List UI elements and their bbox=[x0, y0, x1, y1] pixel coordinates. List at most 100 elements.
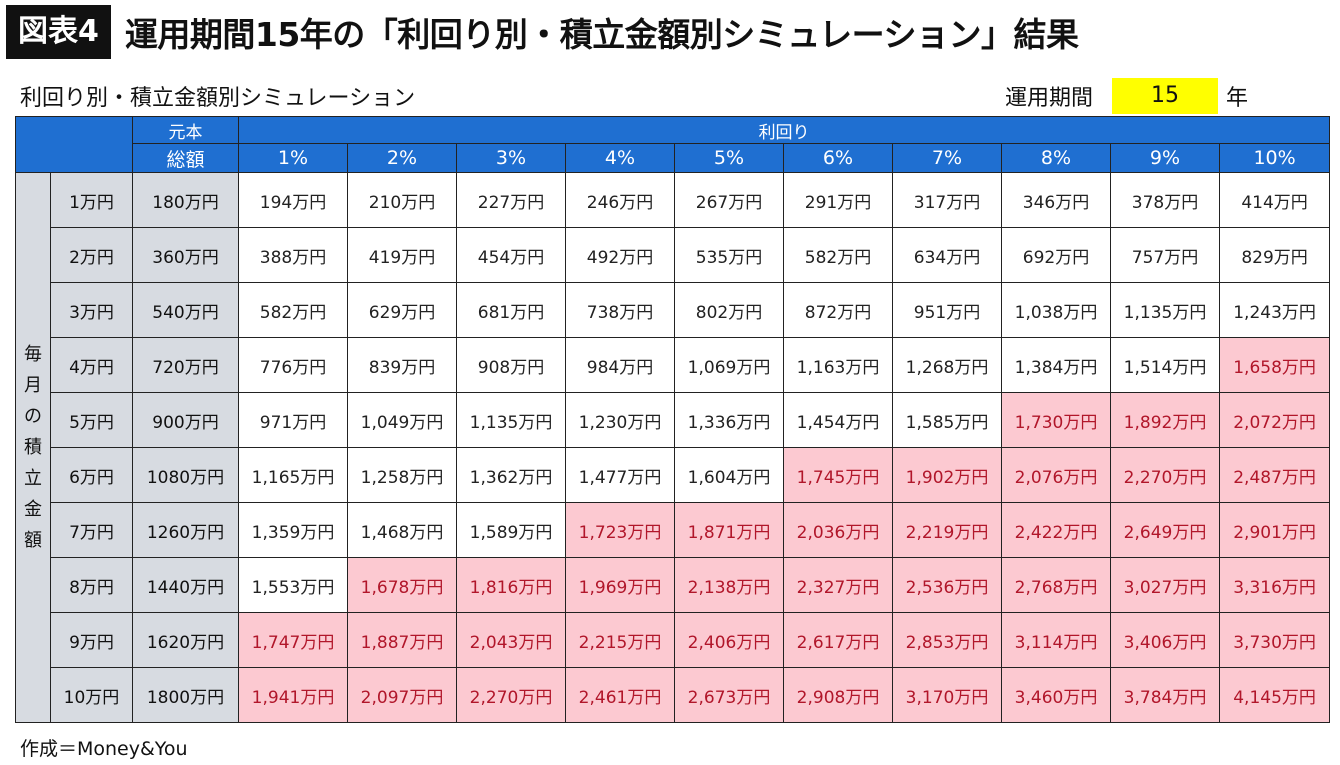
result-value-cell: 1,165万円 bbox=[238, 447, 348, 503]
monthly-amount-cell: 1万円 bbox=[50, 172, 133, 228]
result-value-cell: 1,268万円 bbox=[892, 337, 1002, 393]
monthly-amount-cell: 2万円 bbox=[50, 227, 133, 283]
table-row: 7万円 1260万円 1,359万円 1,468万円 1,589万円 1,723万円 1,8… bbox=[16, 502, 1331, 558]
principal-total-cell: 900万円 bbox=[132, 392, 239, 448]
result-value-cell: 1,553万円 bbox=[238, 557, 348, 613]
result-value-cell: 2,270万円 bbox=[456, 667, 566, 723]
monthly-amount-cell: 5万円 bbox=[50, 392, 133, 448]
result-value-cell: 1,243万円 bbox=[1218, 282, 1331, 338]
result-value-cell: 2,487万円 bbox=[1218, 447, 1331, 503]
result-value-cell: 1,723万円 bbox=[565, 502, 675, 558]
principal-total-cell: 1080万円 bbox=[132, 447, 239, 503]
result-value-cell: 1,069万円 bbox=[674, 337, 784, 393]
result-value-cell: 291万円 bbox=[783, 172, 893, 228]
result-value-cell: 346万円 bbox=[1001, 172, 1111, 228]
result-value-cell: 2,768万円 bbox=[1001, 557, 1111, 613]
result-value-cell: 3,027万円 bbox=[1110, 557, 1220, 613]
principal-total-cell: 180万円 bbox=[132, 172, 239, 228]
table-row: 8万円 1440万円 1,553万円 1,678万円 1,816万円 1,969万円 2,1… bbox=[16, 557, 1331, 613]
table-row: 10万円 1800万円 1,941万円 2,097万円 2,270万円 2,461万円 2,… bbox=[16, 667, 1331, 723]
result-value-cell: 1,730万円 bbox=[1001, 392, 1111, 448]
monthly-amount-cell: 9万円 bbox=[50, 612, 133, 668]
result-value-cell: 2,461万円 bbox=[565, 667, 675, 723]
monthly-amount-cell: 4万円 bbox=[50, 337, 133, 393]
rate-header: 6% bbox=[783, 143, 893, 173]
result-value-cell: 2,853万円 bbox=[892, 612, 1002, 668]
result-value-cell: 2,270万円 bbox=[1110, 447, 1220, 503]
result-value-cell: 2,617万円 bbox=[783, 612, 893, 668]
result-value-cell: 2,097万円 bbox=[347, 667, 457, 723]
period-label: 運用期間 bbox=[1005, 86, 1094, 111]
result-value-cell: 738万円 bbox=[565, 282, 675, 338]
result-value-cell: 1,362万円 bbox=[456, 447, 566, 503]
result-value-cell: 1,468万円 bbox=[347, 502, 457, 558]
result-value-cell: 2,327万円 bbox=[783, 557, 893, 613]
result-value-cell: 1,135万円 bbox=[456, 392, 566, 448]
result-value-cell: 414万円 bbox=[1218, 172, 1331, 228]
result-value-cell: 829万円 bbox=[1218, 227, 1331, 283]
result-value-cell: 971万円 bbox=[238, 392, 348, 448]
result-value-cell: 3,170万円 bbox=[892, 667, 1002, 723]
result-value-cell: 1,477万円 bbox=[565, 447, 675, 503]
result-value-cell: 2,673万円 bbox=[674, 667, 784, 723]
result-value-cell: 3,316万円 bbox=[1218, 557, 1331, 613]
result-value-cell: 227万円 bbox=[456, 172, 566, 228]
result-value-cell: 629万円 bbox=[347, 282, 457, 338]
principal-header-line2: 総額 bbox=[132, 143, 239, 173]
result-value-cell: 194万円 bbox=[238, 172, 348, 228]
result-value-cell: 1,585万円 bbox=[892, 392, 1002, 448]
result-value-cell: 582万円 bbox=[783, 227, 893, 283]
rate-header: 7% bbox=[892, 143, 1002, 173]
result-value-cell: 2,649万円 bbox=[1110, 502, 1220, 558]
result-value-cell: 908万円 bbox=[456, 337, 566, 393]
rate-group-header: 利回り bbox=[237, 116, 1331, 144]
result-value-cell: 2,215万円 bbox=[565, 612, 675, 668]
monthly-amount-cell: 3万円 bbox=[50, 282, 133, 338]
principal-total-cell: 1800万円 bbox=[132, 667, 239, 723]
result-value-cell: 3,730万円 bbox=[1218, 612, 1331, 668]
table-row: 毎月の積立金額 1万円 180万円 194万円 210万円 227万円 246万円 267万円… bbox=[15, 172, 1331, 723]
result-value-cell: 1,230万円 bbox=[565, 392, 675, 448]
monthly-amount-cell: 6万円 bbox=[50, 447, 133, 503]
result-value-cell: 872万円 bbox=[783, 282, 893, 338]
result-value-cell: 419万円 bbox=[347, 227, 457, 283]
result-value-cell: 984万円 bbox=[565, 337, 675, 393]
result-value-cell: 535万円 bbox=[674, 227, 784, 283]
period-value-field: 15 bbox=[1112, 78, 1218, 114]
result-value-cell: 2,908万円 bbox=[783, 667, 893, 723]
result-value-cell: 1,454万円 bbox=[783, 392, 893, 448]
table-row: 2万円 360万円 388万円 419万円 454万円 492万円 535万円 582万円 63… bbox=[16, 227, 1331, 283]
result-value-cell: 2,072万円 bbox=[1218, 392, 1331, 448]
rate-header: 3% bbox=[456, 143, 566, 173]
rate-header: 10% bbox=[1218, 143, 1331, 173]
rate-header: 2% bbox=[347, 143, 457, 173]
result-value-cell: 2,422万円 bbox=[1001, 502, 1111, 558]
principal-total-cell: 540万円 bbox=[132, 282, 239, 338]
principal-total-cell: 360万円 bbox=[132, 227, 239, 283]
result-value-cell: 634万円 bbox=[892, 227, 1002, 283]
result-value-cell: 839万円 bbox=[347, 337, 457, 393]
result-value-cell: 951万円 bbox=[892, 282, 1002, 338]
monthly-amount-cell: 10万円 bbox=[50, 667, 133, 723]
result-value-cell: 692万円 bbox=[1001, 227, 1111, 283]
result-value-cell: 1,887万円 bbox=[347, 612, 457, 668]
result-value-cell: 267万円 bbox=[674, 172, 784, 228]
monthly-contribution-side-label: 毎月の積立金額 bbox=[15, 172, 51, 723]
rate-header: 9% bbox=[1110, 143, 1220, 173]
result-value-cell: 3,114万円 bbox=[1001, 612, 1111, 668]
result-value-cell: 388万円 bbox=[238, 227, 348, 283]
principal-header-line1: 元本 bbox=[132, 116, 239, 144]
result-value-cell: 1,135万円 bbox=[1110, 282, 1220, 338]
result-value-cell: 1,384万円 bbox=[1001, 337, 1111, 393]
rate-header: 5% bbox=[674, 143, 784, 173]
result-value-cell: 246万円 bbox=[565, 172, 675, 228]
table-row: 4万円 720万円 776万円 839万円 908万円 984万円 1,069万円 1,163… bbox=[16, 337, 1331, 393]
result-value-cell: 1,589万円 bbox=[456, 502, 566, 558]
result-value-cell: 454万円 bbox=[456, 227, 566, 283]
result-value-cell: 317万円 bbox=[892, 172, 1002, 228]
figure-title: 運用期間15年の「利回り別・積立金額別シミュレーション」結果 bbox=[124, 15, 1079, 54]
rate-header: 8% bbox=[1001, 143, 1111, 173]
period-unit: 年 bbox=[1226, 86, 1249, 111]
result-value-cell: 492万円 bbox=[565, 227, 675, 283]
result-value-cell: 1,359万円 bbox=[238, 502, 348, 558]
